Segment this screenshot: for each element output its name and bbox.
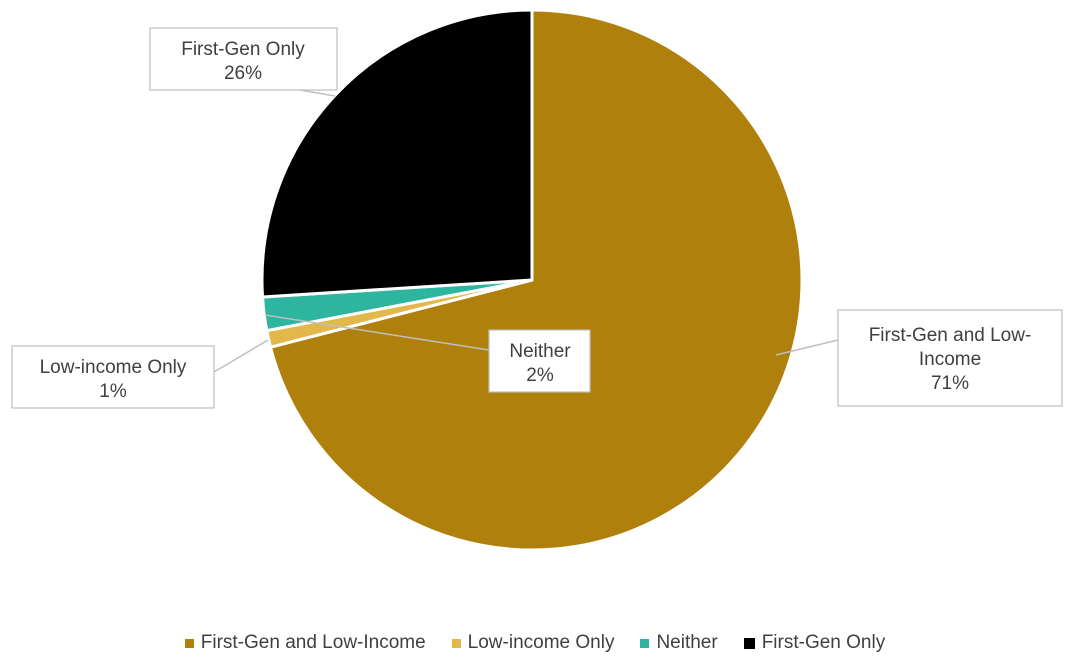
legend-swatch bbox=[184, 638, 194, 648]
legend-swatch bbox=[451, 638, 461, 648]
legend-label: First-Gen and Low-Income bbox=[200, 632, 426, 653]
leader-line bbox=[213, 339, 269, 373]
legend-item-first-gen-only[interactable]: First-Gen Only bbox=[743, 632, 886, 654]
data-label-percent: 26% bbox=[224, 63, 262, 84]
leader-line bbox=[264, 314, 490, 351]
data-label-percent: 2% bbox=[526, 365, 554, 386]
data-label-box bbox=[488, 329, 591, 393]
legend-item-neither[interactable]: Neither bbox=[640, 632, 718, 654]
data-label-percent: 71% bbox=[931, 373, 969, 394]
data-label-name: First-Gen and Low- bbox=[869, 325, 1032, 346]
leader-line bbox=[299, 89, 336, 97]
data-label-box bbox=[149, 27, 338, 91]
pie-slices bbox=[260, 8, 804, 552]
data-label-name: First-Gen Only bbox=[181, 39, 305, 60]
data-label-percent: 1% bbox=[99, 381, 127, 402]
leader-line bbox=[775, 339, 839, 356]
pie-slice-first-gen-and-low-income[interactable] bbox=[268, 8, 804, 552]
data-label-name: Low-income Only bbox=[40, 357, 187, 378]
data-label-name: Income bbox=[919, 349, 981, 370]
pie-slice-first-gen-only[interactable] bbox=[260, 8, 534, 299]
legend-label: First-Gen Only bbox=[761, 632, 886, 653]
data-labels: First-Gen and Low- Income 71% Low-income On… bbox=[11, 27, 1063, 409]
legend-item-first-gen-and-low-income[interactable]: First-Gen and Low-Income bbox=[184, 632, 426, 654]
legend-label: Low-income Only bbox=[467, 632, 615, 653]
legend-label: Neither bbox=[656, 632, 718, 653]
legend-swatch bbox=[743, 637, 755, 649]
legend-item-low-income-only[interactable]: Low-income Only bbox=[451, 632, 615, 654]
data-label-name: Neither bbox=[509, 341, 571, 362]
data-label-box bbox=[11, 345, 215, 409]
legend-swatch bbox=[640, 638, 650, 648]
legend: First-Gen and Low-Income Low-income Only… bbox=[0, 628, 1070, 658]
data-label-box bbox=[837, 309, 1063, 407]
